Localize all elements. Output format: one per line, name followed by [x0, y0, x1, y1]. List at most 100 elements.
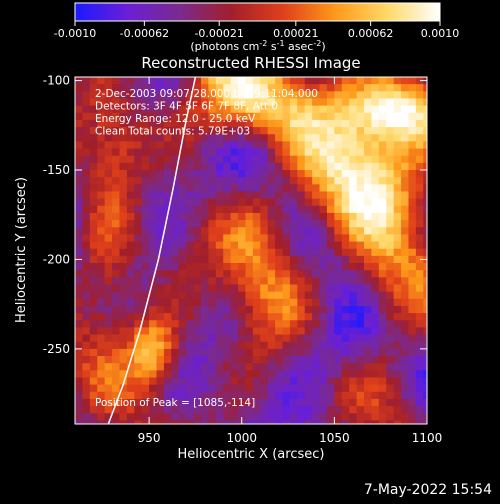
heatmap-cell: [341, 241, 350, 250]
heatmap-cell: [97, 348, 106, 357]
heatmap-cell: [304, 220, 313, 228]
heatmap-cell: [275, 327, 283, 336]
heatmap-cell: [119, 363, 128, 371]
heatmap-cell: [275, 234, 283, 243]
heatmap-cell: [423, 227, 427, 235]
heatmap-cell: [186, 205, 195, 214]
heatmap-cell: [341, 227, 350, 235]
heatmap-cell: [260, 284, 269, 293]
heatmap-cell: [364, 413, 372, 421]
heatmap-cell: [304, 377, 313, 386]
heatmap-cell: [297, 291, 306, 300]
heatmap-cell: [141, 134, 150, 142]
heatmap-cell: [89, 112, 98, 121]
heatmap-cell: [356, 205, 365, 214]
heatmap-cell: [104, 119, 113, 128]
heatmap-cell: [349, 84, 358, 92]
heatmap-cell: [252, 334, 261, 343]
heatmap-cell: [186, 270, 195, 278]
heatmap-cell: [119, 334, 128, 343]
heatmap-cell: [149, 241, 158, 250]
heatmap-cell: [97, 184, 106, 192]
heatmap-cell: [275, 313, 283, 321]
heatmap-cell: [341, 127, 350, 135]
heatmap-cell: [423, 177, 427, 185]
heatmap-cell: [364, 263, 372, 271]
heatmap-cell: [178, 370, 187, 378]
heatmap-cell: [134, 370, 143, 378]
heatmap-cell: [408, 320, 417, 328]
heatmap-cell: [245, 413, 254, 421]
heatmap-cell: [341, 363, 350, 371]
heatmap-cell: [104, 398, 113, 407]
heatmap-cell: [252, 348, 261, 357]
heatmap-cell: [163, 291, 172, 300]
heatmap-cell: [200, 277, 209, 285]
heatmap-cell: [282, 391, 291, 400]
heatmap-cell: [371, 420, 380, 424]
heatmap-cell: [223, 305, 232, 314]
heatmap-cell: [371, 305, 380, 314]
heatmap-cell: [141, 227, 150, 235]
heatmap-cell: [386, 212, 395, 221]
heatmap-cell: [223, 112, 232, 121]
heatmap-cell: [275, 77, 283, 85]
heatmap-cell: [97, 162, 106, 171]
heatmap-cell: [319, 241, 328, 250]
heatmap-cell: [401, 162, 409, 171]
heatmap-cell: [289, 112, 298, 121]
heatmap-cell: [141, 191, 150, 200]
heatmap-cell: [378, 177, 387, 185]
heatmap-cell: [319, 356, 328, 364]
heatmap-cell: [334, 270, 343, 278]
heatmap-cell: [356, 255, 365, 264]
heatmap-cell: [289, 313, 298, 321]
peak-position-label: Position of Peak = [1085,-114]: [95, 397, 255, 409]
heatmap-cell: [341, 98, 350, 107]
heatmap-cell: [178, 177, 187, 185]
heatmap-cell: [260, 220, 269, 228]
heatmap-cell: [297, 348, 306, 357]
heatmap-cell: [245, 162, 254, 171]
heatmap-cell: [215, 270, 224, 278]
heatmap-cell: [364, 305, 372, 314]
heatmap-cell: [82, 162, 91, 171]
heatmap-cell: [304, 162, 313, 171]
heatmap-cell: [312, 298, 321, 307]
heatmap-cell: [112, 291, 120, 300]
heatmap-cell: [275, 170, 283, 178]
heatmap-cell: [230, 191, 239, 200]
heatmap-cell: [408, 341, 417, 350]
heatmap-cell: [267, 162, 276, 171]
heatmap-cell: [393, 313, 402, 321]
heatmap-cell: [163, 277, 172, 285]
heatmap-cell: [238, 141, 246, 150]
heatmap-cell: [304, 170, 313, 178]
heatmap-cell: [364, 320, 372, 328]
heatmap-cell: [126, 205, 135, 214]
heatmap-cell: [282, 198, 291, 207]
heatmap-cell: [119, 134, 128, 142]
heatmap-cell: [238, 155, 246, 164]
heatmap-cell: [215, 370, 224, 378]
heatmap-cell: [163, 84, 172, 92]
heatmap-cell: [386, 91, 395, 99]
heatmap-cell: [349, 320, 358, 328]
heatmap-cell: [112, 191, 120, 200]
heatmap-cell: [371, 255, 380, 264]
heatmap-cell: [304, 177, 313, 185]
heatmap-cell: [82, 270, 91, 278]
heatmap-cell: [104, 177, 113, 185]
heatmap-cell: [341, 313, 350, 321]
heatmap-cell: [141, 413, 150, 421]
heatmap-cell: [141, 248, 150, 257]
heatmap-cell: [341, 255, 350, 264]
heatmap-cell: [134, 155, 143, 164]
heatmap-cell: [119, 112, 128, 121]
heatmap-cell: [149, 227, 158, 235]
heatmap-cell: [97, 198, 106, 207]
heatmap-cell: [378, 227, 387, 235]
heatmap-cell: [371, 313, 380, 321]
heatmap-cell: [297, 284, 306, 293]
heatmap-cell: [230, 155, 239, 164]
